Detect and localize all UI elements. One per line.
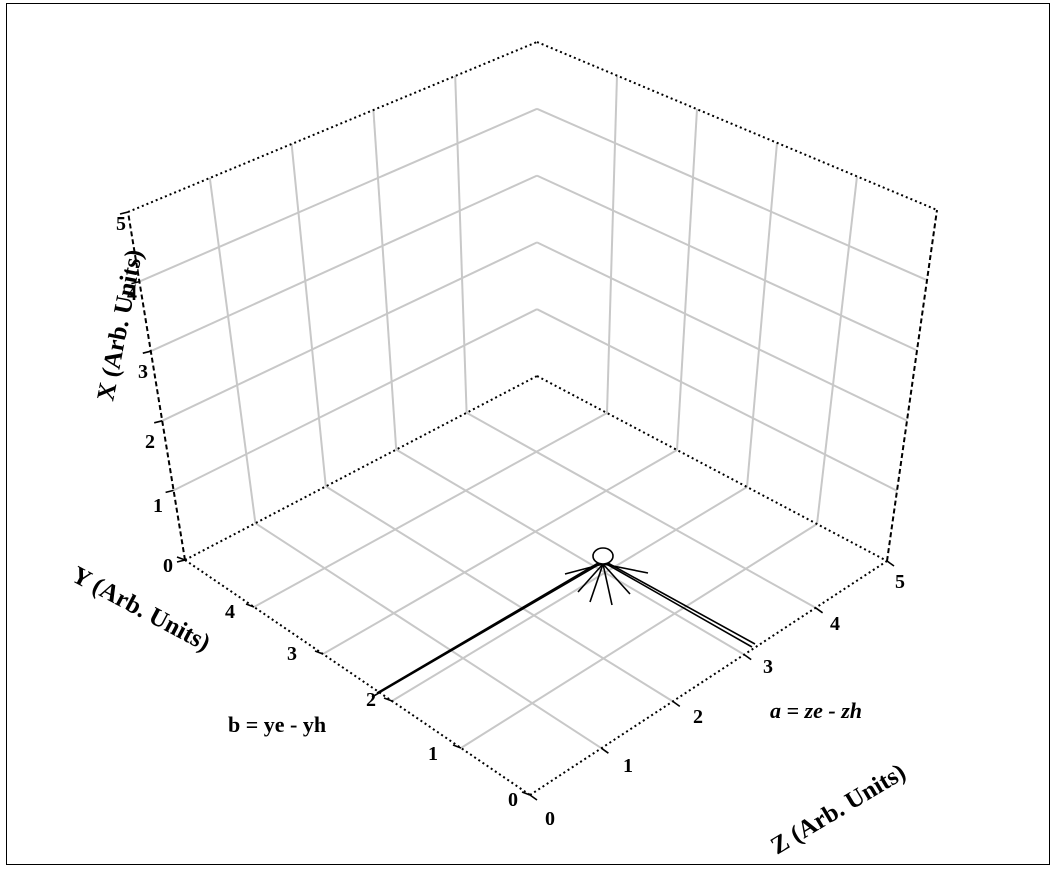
right-wall-grid-line [536,174,918,352]
z-tick-mark [529,794,538,801]
y-axis-edge [184,559,531,796]
y-tick-labels: 0 1 2 3 4 [225,601,518,811]
right-vertical-edge [886,209,938,562]
b-vector-line [371,561,604,698]
z-tick-0: 0 [545,808,555,830]
right-wall-grid-line [606,75,618,414]
x-tick-mark [131,280,140,285]
z-tick-mark [672,700,681,708]
observer-ray [602,563,613,606]
b-vector-line-2 [376,561,601,694]
top-right-edge [536,41,938,211]
x-tick-mark [154,420,163,424]
x-tick-mark [119,211,129,215]
floor-grid-line [325,485,674,703]
z-tick-labels: 0 1 2 3 4 5 [545,571,905,830]
y-tick-mark [314,650,324,655]
left-wall-grid-line [161,241,538,422]
floor-grid-line [254,522,602,750]
z-tick-mark [886,560,895,567]
left-wall-grid-line [173,308,538,492]
observer-ray [602,563,631,595]
z-axis-edge [529,560,888,796]
a-vector-line-2 [605,561,756,645]
z-tick-4: 4 [830,613,840,635]
z-axis-label: Z (Arb. Units) [766,759,910,860]
x-tick-mark [142,350,151,354]
floor-back-left-edge [184,375,538,561]
left-wall-grid-line [139,107,538,283]
y-tick-2: 2 [366,689,376,711]
y-tick-mark [383,697,393,702]
y-axis-label: Y (Arb. Units) [67,561,214,656]
z-tick-mark [815,607,824,614]
floor-back-right-edge [536,375,888,562]
left-wall-grid-line [454,75,468,413]
observer-ray [577,563,604,593]
right-wall-grid-line [676,109,698,451]
floor-grid-line [460,523,818,749]
y-tick-mark [176,556,186,561]
b-annotation: b = ye - yh [228,712,326,737]
x-tick-mark [165,489,174,494]
x-tick-0: 0 [163,555,173,577]
left-wall-grid-line [150,174,538,353]
left-wall-grid-line [208,177,257,524]
z-tick-1: 1 [623,755,633,777]
x-tick-3: 3 [138,361,148,383]
y-tick-mark [452,744,462,749]
grid-lines [139,75,928,750]
y-tick-4: 4 [225,601,235,623]
y-tick-mark [245,603,255,608]
z-tick-2: 2 [693,706,703,728]
y-tick-0: 0 [508,789,518,811]
z-tick-3: 3 [763,656,773,678]
right-wall-grid-line [536,308,898,492]
right-wall-grid-line [536,241,908,422]
y-tick-mark [521,791,531,796]
z-tick-5: 5 [895,571,905,593]
left-wall-grid-line [290,143,327,487]
figure-frame [6,3,1050,865]
z-tick-mark [743,653,752,661]
x-tick-4: 4 [127,283,137,305]
a-vector-line [602,561,753,648]
top-left-edge [127,41,538,213]
observer-ray [602,563,649,574]
a-annotation: a = ze - zh [770,698,862,723]
x-tick-5: 5 [116,213,126,235]
floor-grid-line [253,412,608,608]
x-tick-2: 2 [145,431,155,453]
observer-ray [589,563,604,603]
right-wall-grid-line [536,107,928,282]
floor-grid-line [466,411,817,609]
floor-grid-line [322,449,678,655]
y-tick-3: 3 [287,643,297,665]
origin-point-marker [592,547,614,565]
floor-grid-line [391,486,748,702]
right-wall-grid-line [746,142,778,488]
left-wall-grid-line [372,109,398,450]
z-tick-mark [600,747,609,754]
observer-ray [564,563,604,575]
x-tick-1: 1 [153,495,163,517]
box-edges [119,41,938,801]
right-wall-grid-line [816,176,858,525]
y-tick-1: 1 [428,743,438,765]
x-axis-edge [127,211,186,561]
x-tick-labels: 0 1 2 3 4 5 [116,213,173,577]
vector-lines [371,561,756,698]
floor-grid-line [395,448,745,656]
